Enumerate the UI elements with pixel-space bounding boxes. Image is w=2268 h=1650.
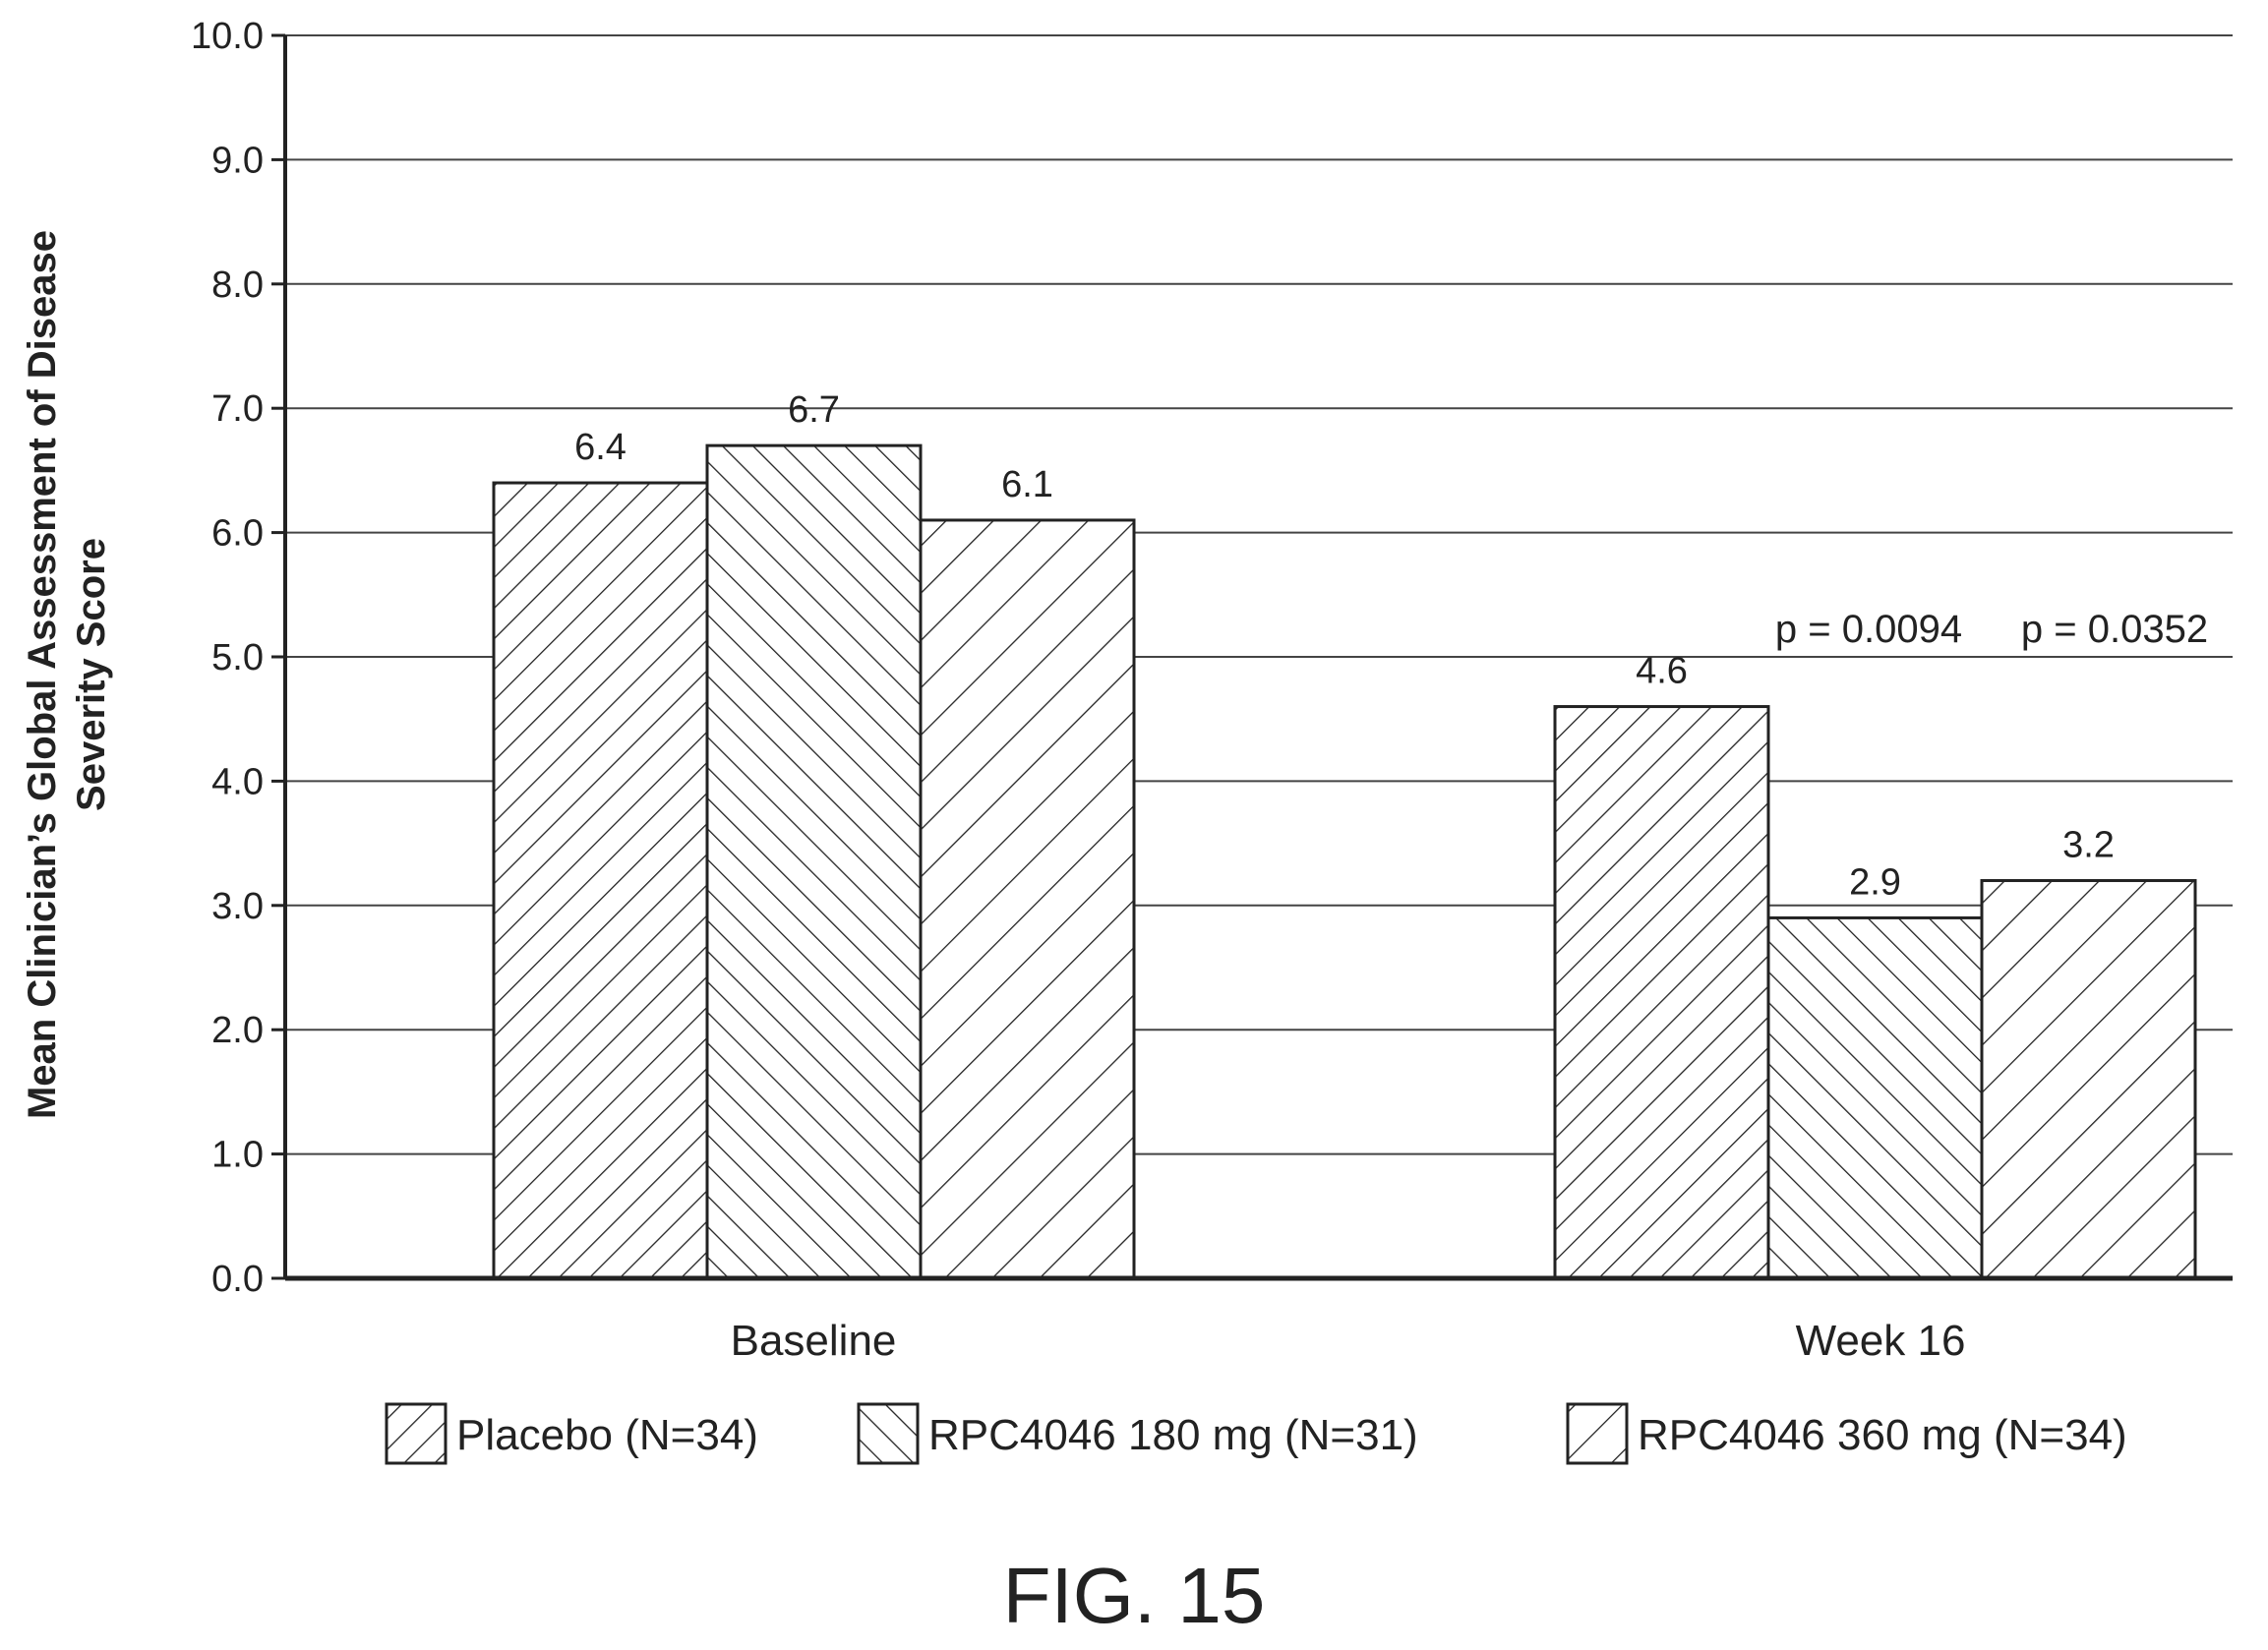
legend-swatch-rpc4046-360mg bbox=[1566, 1402, 1629, 1465]
y-axis-label-line-1: Mean Clinician’s Global Assessment of Di… bbox=[21, 230, 64, 1119]
y-tick-label: 6.0 bbox=[211, 513, 264, 555]
y-tick-label: 1.0 bbox=[211, 1135, 264, 1176]
y-tick-label: 0.0 bbox=[211, 1259, 264, 1300]
y-axis-ticks: 0.0 1.0 2.0 3.0 4.0 5.0 6.0 7.0 8.0 9.0 10.0 bbox=[191, 16, 285, 1300]
y-tick-label: 8.0 bbox=[211, 265, 264, 306]
bar-value-label: 6.1 bbox=[1001, 464, 1053, 505]
bar bbox=[1766, 915, 1984, 1280]
figure-caption: FIG. 15 bbox=[1003, 1552, 1266, 1639]
legend-swatch-rpc4046-180mg bbox=[857, 1402, 920, 1465]
y-tick-label: 7.0 bbox=[211, 388, 264, 430]
p-value-annotation-360mg: p = 0.0352 bbox=[2021, 608, 2208, 651]
y-axis-label-line-2: Severity Score bbox=[70, 538, 113, 811]
bar-value-label: 3.2 bbox=[2062, 825, 2115, 866]
bar-value-label: 2.9 bbox=[1849, 861, 1901, 903]
bar bbox=[705, 443, 923, 1280]
y-tick-label: 10.0 bbox=[191, 16, 264, 57]
y-tick-label: 2.0 bbox=[211, 1010, 264, 1051]
y-tick-label: 5.0 bbox=[211, 637, 264, 678]
y-tick-label: 4.0 bbox=[211, 761, 264, 802]
bars bbox=[492, 443, 2197, 1280]
y-axis-label: Mean Clinician’s Global Assessment of Di… bbox=[21, 230, 113, 1119]
bar-value-label: 6.4 bbox=[574, 427, 627, 468]
legend-swatch-placebo bbox=[385, 1402, 448, 1465]
category-label-week-16: Week 16 bbox=[1796, 1317, 1966, 1365]
bar bbox=[1980, 879, 2197, 1280]
bar-value-label: 6.7 bbox=[788, 389, 840, 431]
p-value-annotation-180mg: p = 0.0094 bbox=[1775, 608, 1962, 651]
category-label-baseline: Baseline bbox=[731, 1317, 897, 1365]
bar bbox=[919, 518, 1136, 1280]
legend-label-rpc4046-180mg: RPC4046 180 mg (N=31) bbox=[928, 1411, 1418, 1459]
bar-value-label: 4.6 bbox=[1636, 651, 1688, 692]
y-tick-label: 3.0 bbox=[211, 886, 264, 927]
y-tick-label: 9.0 bbox=[211, 140, 264, 181]
bar-value-labels: 6.4 6.7 6.1 4.6 2.9 3.2 bbox=[574, 389, 2115, 903]
bar bbox=[1553, 705, 1770, 1280]
bar bbox=[492, 481, 709, 1280]
legend: Placebo (N=34) RPC4046 180 mg (N=31) RPC… bbox=[385, 1402, 2127, 1465]
legend-label-placebo: Placebo (N=34) bbox=[456, 1411, 758, 1459]
legend-label-rpc4046-360mg: RPC4046 360 mg (N=34) bbox=[1638, 1411, 2127, 1459]
